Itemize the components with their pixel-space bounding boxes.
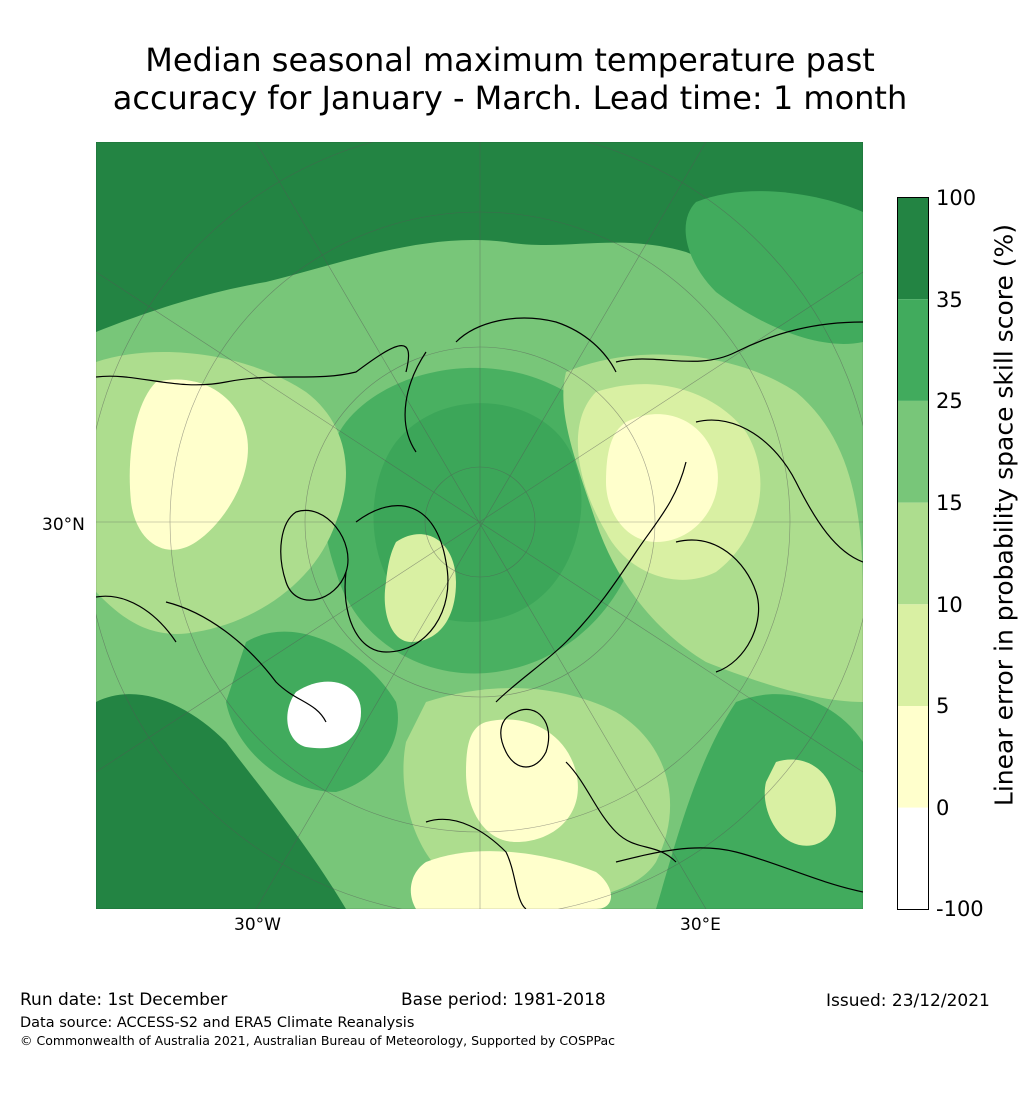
field-europe-pale [466,719,578,842]
data-source: Data source: ACCESS-S2 and ERA5 Climate … [20,1015,415,1031]
colorbar-segment-25-35 [897,299,929,401]
run-date: Run date: 1st December [20,990,228,1010]
colorbar-tick-35: 35 [936,288,963,312]
field-asia-pale [606,414,718,542]
field-greenland-pale [384,534,456,642]
latitude-label-left: 30°N [42,515,85,535]
map-title-line-2: accuracy for January - March. Lead time:… [112,79,908,117]
colorbar-segment-neg [897,807,929,910]
field-atlantic-white [287,681,361,749]
colorbar-segment-0-5 [897,706,929,808]
field-sahara-pale [410,851,611,909]
issued-date: Issued: 23/12/2021 [826,991,990,1011]
colorbar-segment-35-100 [897,197,929,300]
coastlines [96,317,863,909]
colorbar-segment-15-25 [897,400,929,503]
colorbar-segment-10-15 [897,502,929,605]
base-period: Base period: 1981-2018 [401,990,606,1010]
colorbar-tick-10: 10 [936,593,963,617]
colorbar-tick-neg100: -100 [936,897,984,921]
field-north-pacific [96,142,863,332]
colorbar-segment-5-10 [897,604,929,706]
field-east-pacific [685,191,863,344]
field-india-pale [764,759,836,846]
colorbar-tick-15: 15 [936,491,963,515]
colorbar [897,197,929,910]
colorbar-tick-0: 0 [936,796,950,820]
colorbar-label: Linear error in probability space skill … [989,223,1019,807]
field-southwest-ocean [96,694,346,909]
colorbar-tick-5: 5 [936,694,950,718]
map-title-line-1: Median seasonal maximum temperature past [145,41,875,79]
field-southeast [656,694,863,909]
colorbar-tick-25: 25 [936,389,963,413]
longitude-label-30w: 30°W [234,915,281,935]
longitude-label-30e: 30°E [680,915,721,935]
skill-score-map [96,142,863,909]
copyright: © Commonwealth of Australia 2021, Austra… [20,1033,615,1048]
field-canada-pale [129,379,248,550]
graticule [96,142,863,909]
colorbar-tick-100: 100 [936,186,977,210]
